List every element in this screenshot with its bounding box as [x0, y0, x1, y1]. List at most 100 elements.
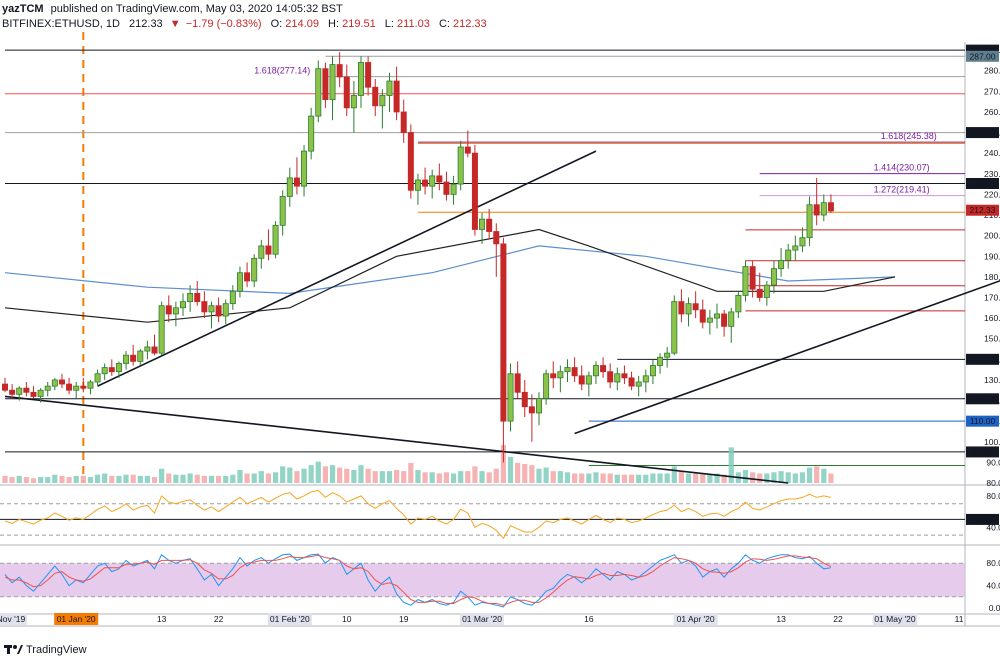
- price-tag: 287.00: [966, 50, 999, 62]
- price-tick-label: 260.00: [984, 107, 1000, 117]
- candle: [365, 56, 372, 96]
- symbol-line: BITFINEX:ETHUSD, 1D 212.33 ▼ −1.79 (−0.8…: [2, 18, 487, 30]
- candle: [80, 377, 87, 393]
- candle-body: [607, 371, 614, 383]
- candle: [721, 309, 728, 337]
- author-name[interactable]: yazTCM: [2, 3, 44, 15]
- price-tag-bg: [966, 446, 999, 458]
- time-tick: 16: [584, 614, 594, 624]
- candle-body: [621, 373, 628, 379]
- candle: [792, 235, 799, 261]
- candle: [414, 173, 421, 205]
- volume-bar: [137, 475, 143, 483]
- candle-body: [357, 62, 364, 96]
- candle: [343, 64, 350, 117]
- candle-body: [115, 363, 122, 373]
- candle-body: [365, 62, 372, 88]
- high-value: 219.51: [342, 18, 376, 30]
- volume-bar: [522, 464, 528, 483]
- volume-bar: [408, 462, 414, 483]
- candle: [592, 361, 599, 385]
- candle: [123, 351, 130, 370]
- time-tick-label: 01 Jan '20: [57, 614, 96, 624]
- time-axis[interactable]: 01 Nov '19 01 Jan '20 13 22 01 Feb '20 10 19 01…: [0, 613, 1000, 625]
- candle: [493, 223, 500, 277]
- time-tick: 11: [955, 614, 964, 624]
- candle-body: [80, 385, 87, 389]
- price-axis[interactable]: 80.0090.00100.00110.00120.00130.00140.00…: [966, 44, 1000, 488]
- volume-bar: [73, 475, 79, 483]
- candle: [607, 363, 614, 389]
- candle: [251, 254, 258, 288]
- tradingview-footer[interactable]: TradingView: [4, 644, 87, 656]
- candle: [37, 388, 44, 403]
- volume-bar: [109, 475, 115, 483]
- volume-bar: [258, 471, 264, 483]
- price-change: −1.79 (−0.83%): [186, 18, 262, 30]
- volume-bar: [572, 473, 578, 483]
- candle-body: [543, 373, 550, 399]
- candle: [315, 60, 322, 123]
- moving-average-blue: [4, 245, 896, 295]
- candle: [58, 373, 65, 389]
- candle: [749, 260, 756, 298]
- candle-body: [315, 68, 322, 117]
- candle-body: [265, 245, 272, 255]
- candle-body: [293, 177, 300, 187]
- candle: [770, 260, 777, 294]
- candle-body: [592, 365, 599, 377]
- candle: [165, 295, 172, 323]
- volume-bar: [529, 465, 535, 483]
- volume-bar: [415, 469, 421, 483]
- price-tag-label: 250.00: [970, 128, 996, 138]
- candle: [699, 299, 706, 329]
- candle-body: [251, 257, 258, 282]
- low-value: 211.03: [397, 18, 430, 30]
- time-tick-label: 13: [157, 614, 167, 624]
- volume-bar: [771, 472, 777, 483]
- candle-body: [500, 243, 507, 422]
- candle: [528, 394, 535, 442]
- candle: [372, 78, 379, 117]
- volume-bar: [365, 468, 371, 483]
- rsi-pane: 40.0050.00 80.00: [0, 489, 1000, 540]
- volume-bar: [358, 465, 364, 483]
- volume-bar: [799, 472, 806, 483]
- symbol-name: BITFINEX:ETHUSD, 1D: [2, 18, 120, 30]
- volume-bar: [87, 477, 94, 483]
- time-tick-label: 01 Nov '19: [0, 614, 25, 624]
- candle: [336, 52, 343, 88]
- candle: [756, 272, 763, 302]
- volume-bar: [500, 445, 506, 483]
- candle: [151, 334, 158, 356]
- volume-bar: [614, 474, 620, 483]
- horizontal-levels: [5, 32, 965, 483]
- candle-body: [343, 76, 350, 109]
- volume-bar: [216, 475, 222, 483]
- candle: [585, 371, 592, 397]
- volume-bar: [265, 473, 272, 483]
- volume-bar: [472, 466, 478, 483]
- candle: [820, 194, 827, 222]
- time-tick: 01 Feb '20: [267, 613, 312, 625]
- candle: [66, 377, 73, 395]
- candle: [9, 384, 16, 399]
- candle-body: [628, 377, 635, 387]
- volume-bar: [685, 473, 692, 483]
- price-tick-label: 200.00: [984, 231, 1000, 241]
- candle-body: [422, 179, 429, 187]
- time-tick-label: 22: [833, 614, 843, 624]
- moving-average-black: [4, 228, 896, 323]
- candle-body: [151, 346, 158, 354]
- candle: [16, 386, 23, 401]
- time-tick-label: 16: [584, 614, 594, 624]
- candle: [286, 167, 293, 207]
- volume-bar: [45, 477, 51, 483]
- time-tick-label: 01 Apr '20: [677, 614, 715, 624]
- time-tick: 01 Jan '20: [54, 613, 99, 625]
- candle-body: [614, 373, 621, 383]
- high-label: H:: [328, 18, 339, 30]
- candle-body: [350, 95, 357, 109]
- price-tick-label: 150.00: [984, 334, 1000, 344]
- chart-header: yazTCM published on TradingView.com, May…: [2, 3, 487, 30]
